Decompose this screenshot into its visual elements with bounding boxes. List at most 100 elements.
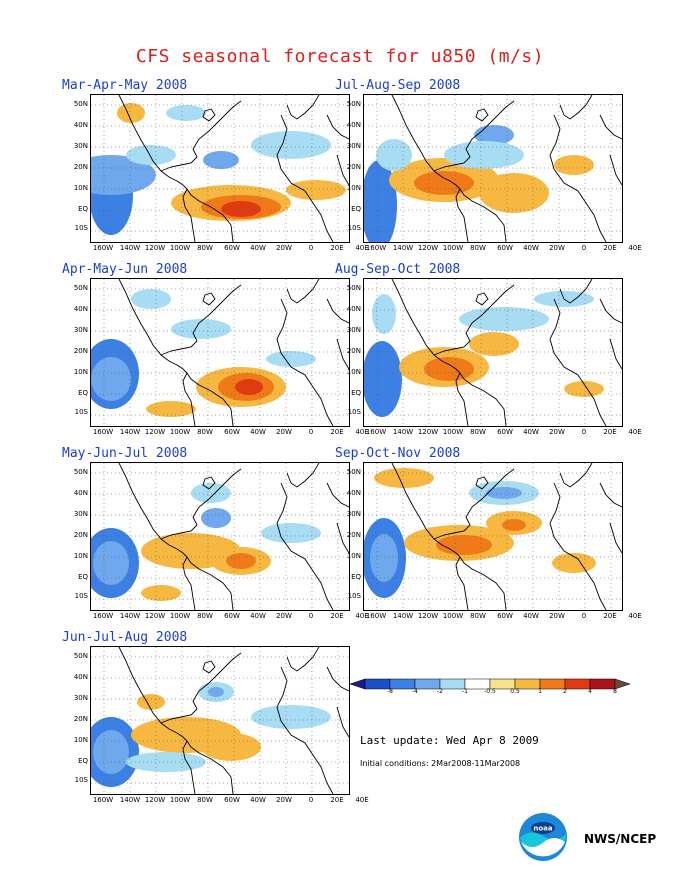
longitude-label: 40W (523, 612, 539, 620)
longitude-label: 120W (144, 796, 166, 804)
coastline (391, 95, 461, 190)
anomaly-map (363, 278, 623, 427)
longitude-label: 80W (470, 244, 486, 252)
latitude-label: 40N (73, 489, 88, 497)
longitude-label: 100W (169, 612, 191, 620)
anomaly-region (208, 687, 224, 697)
colorbar-segment (539, 678, 566, 690)
latitude-label: 50N (73, 652, 88, 660)
anomaly-region (414, 171, 474, 195)
latitude-label: 40N (73, 305, 88, 313)
forecast-panel: May-Jun-Jul 2008 50N 40N 30N 20N 10N EQ 10S 160W… (60, 446, 369, 636)
longitude-label: 140W (119, 796, 141, 804)
coastline (433, 284, 515, 356)
anomaly-map (90, 646, 350, 795)
coastline (202, 292, 216, 306)
latitude-label: 40N (346, 121, 361, 129)
anomaly-region (126, 752, 206, 772)
longitude-label: 0 (308, 428, 314, 436)
anomaly-region (137, 694, 165, 710)
longitude-label: 60W (497, 244, 513, 252)
coastline (455, 556, 469, 610)
latitude-label: 20N (346, 531, 361, 539)
latitude-label: 30N (73, 326, 88, 334)
longitude-label: 100W (169, 796, 191, 804)
colorbar-level-label: -1 (462, 688, 468, 695)
coastline (202, 476, 216, 490)
anomaly-region (374, 468, 434, 488)
coastline (182, 556, 196, 610)
longitude-label: 0 (581, 612, 587, 620)
last-update-text: Last update: Wed Apr 8 2009 (360, 734, 539, 747)
anomaly-region (424, 357, 474, 381)
coastline (336, 706, 349, 738)
longitude-label: 0 (308, 796, 314, 804)
latitude-label: 10N (73, 184, 88, 192)
longitude-label: 40E (355, 428, 369, 436)
coastline (186, 188, 234, 242)
longitude-label: 120W (144, 244, 166, 252)
longitude-label: 20E (603, 244, 617, 252)
map-canvas (91, 95, 349, 242)
coastline (599, 482, 622, 508)
forecast-panel: Mar-Apr-May 2008 50N 40N 30N 20N 10N EQ 10S 160W… (60, 78, 369, 268)
noaa-logo: noaa (519, 813, 567, 861)
anomaly-region (286, 180, 346, 200)
coastline (559, 95, 593, 120)
anomaly-region (486, 487, 522, 499)
longitude-label: 40W (523, 428, 539, 436)
coastline (459, 188, 507, 242)
anomaly-region (364, 341, 402, 417)
latitude-label: 40N (73, 673, 88, 681)
latitude-label: 10N (73, 552, 88, 560)
latitude-label: EQ (78, 205, 88, 213)
coastline (599, 114, 622, 140)
latitude-label: EQ (351, 573, 361, 581)
longitude-label: 160W (365, 244, 387, 252)
coastline (186, 740, 234, 794)
coastline (326, 666, 349, 692)
coastline (559, 279, 593, 304)
panel-title: Mar-Apr-May 2008 (62, 78, 188, 93)
agency-label: NWS/NCEP (584, 832, 657, 846)
longitude-label: 140W (119, 244, 141, 252)
anomaly-region (436, 535, 492, 555)
longitude-label: 20W (549, 244, 565, 252)
longitude-label: 20W (276, 796, 292, 804)
latitude-label: 40N (73, 121, 88, 129)
anomaly-region (126, 145, 176, 165)
longitude-label: 40W (250, 612, 266, 620)
latitude-label: EQ (78, 573, 88, 581)
longitude-label: 0 (581, 428, 587, 436)
coastline (276, 482, 334, 610)
longitude-label: 100W (169, 428, 191, 436)
longitude-label: 0 (581, 244, 587, 252)
latitude-label: 10N (346, 368, 361, 376)
longitude-label: 20E (603, 612, 617, 620)
anomaly-region (171, 319, 231, 339)
map-canvas (91, 279, 349, 426)
latitude-label: 10S (74, 592, 88, 600)
map-canvas (364, 279, 622, 426)
latitude-label: EQ (351, 205, 361, 213)
coastline (455, 188, 469, 242)
forecast-panel: Aug-Sep-Oct 2008 50N 40N 30N 20N 10N EQ 10S 160W… (333, 262, 642, 452)
anomaly-region (564, 381, 604, 397)
coastline (326, 482, 349, 508)
latitude-label: 20N (346, 347, 361, 355)
coastline (276, 666, 334, 794)
longitude-label: 40W (250, 796, 266, 804)
anomaly-region (261, 523, 321, 543)
anomaly-region (91, 155, 156, 195)
panel-title: Apr-May-Jun 2008 (62, 262, 188, 277)
colorbar-level-label: -0.5 (484, 688, 496, 695)
coastline (475, 292, 489, 306)
coastline (118, 463, 188, 558)
coastline (276, 298, 334, 426)
coastline (459, 372, 507, 426)
longitude-label: 160W (92, 612, 114, 620)
longitude-label: 100W (442, 428, 464, 436)
colorbar-level-label: 2 (563, 688, 567, 695)
coastline (475, 476, 489, 490)
coastline (549, 482, 607, 610)
